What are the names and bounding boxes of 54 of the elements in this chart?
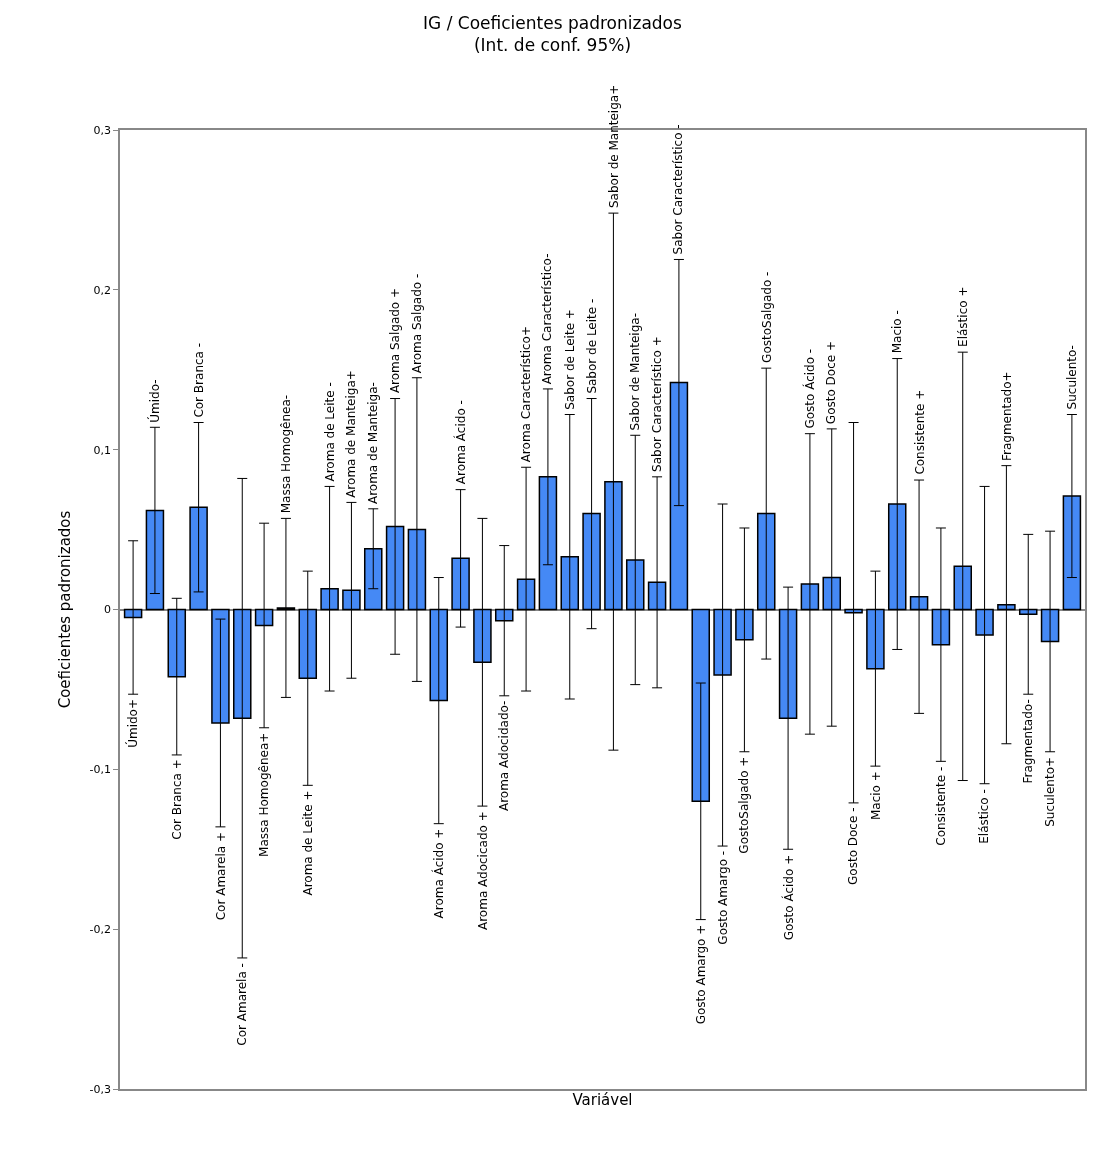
x-tick-label: Consistente - [934, 766, 949, 846]
x-tick-label: Gosto Amargo + [694, 924, 709, 1025]
x-tick-label: Aroma Ácido + [431, 828, 447, 919]
x-tick-label: GostoSalgado - [759, 271, 774, 363]
x-tick-label: Sabor de Leite + [562, 309, 577, 410]
x-tick-label: Úmido+ [125, 698, 141, 748]
x-tick-label: Aroma Adocidado- [497, 700, 512, 812]
x-tick-label: Aroma de Leite - [322, 382, 337, 482]
x-tick-label: Sabor Característico + [650, 336, 665, 472]
x-tick-label: Cor Amarela - [234, 963, 249, 1046]
x-tick-label: Massa Homogênea- [278, 394, 293, 514]
x-tick-label: Sabor de Leite - [584, 298, 599, 394]
x-tick-label: Aroma de Manteiga+ [344, 370, 359, 498]
x-tick-label: Suculento+ [1043, 756, 1058, 827]
y-tick-label: -0,1 [89, 763, 112, 777]
x-tick-label: Massa Homogênea+ [257, 732, 272, 857]
x-tick-label: Aroma de Manteiga- [366, 382, 381, 505]
x-tick-label: Fragmentado+ [999, 371, 1014, 462]
y-tick-label: -0,3 [89, 1082, 112, 1096]
x-tick-label: Úmido- [147, 379, 163, 423]
x-tick-label: Elástico + [955, 286, 970, 347]
y-tick-label: 0,1 [93, 443, 112, 457]
x-tick-label: Elástico - [977, 789, 992, 844]
x-tick-label: Aroma Adocicado + [475, 811, 490, 931]
x-tick-label: Aroma Característico- [540, 253, 555, 385]
x-tick-label: Sabor de Manteiga- [627, 313, 642, 431]
chart-title: IG / Coeficientes padronizados (Int. de conf. 95%) [423, 12, 683, 55]
x-tick-label: Gosto Doce - [846, 807, 861, 885]
x-tick-label: Consistente + [912, 389, 927, 475]
x-tick-label: Cor Branca - [191, 342, 206, 418]
x-tick-label: Aroma Salgado - [409, 273, 424, 374]
y-tick-label: 0,2 [93, 283, 112, 297]
x-tick-label: Gosto Ácido - [802, 348, 818, 429]
x-tick-label: Cor Amarela + [213, 831, 228, 921]
y-tick-label: -0,2 [89, 923, 112, 937]
x-axis-title: Variável [572, 1091, 633, 1110]
x-tick-label: Suculento- [1065, 345, 1080, 410]
x-tick-label: Macio - [890, 310, 905, 354]
x-tick-label: Gosto Doce + [824, 340, 839, 425]
x-tick-label: Aroma de Leite + [300, 790, 315, 896]
x-tick-label: Aroma Característico+ [518, 326, 533, 463]
y-tick-label: 0,3 [93, 123, 112, 137]
y-axis-title: Coeficientes padronizados [56, 510, 75, 709]
y-tick-label: 0 [104, 603, 112, 617]
x-tick-label: Gosto Ácido + [780, 854, 796, 941]
x-tick-label: Macio + [868, 771, 883, 821]
x-tick-label: Sabor de Manteiga+ [606, 84, 621, 209]
x-tick-label: GostoSalgado + [737, 756, 752, 854]
x-tick-label: Aroma Salgado + [388, 287, 403, 394]
x-tick-label: Aroma Ácido - [452, 400, 468, 485]
x-tick-label: Sabor Característico - [671, 124, 686, 255]
x-tick-label: Gosto Amargo - [715, 850, 730, 945]
x-tick-label: Fragmentado- [1021, 699, 1036, 784]
x-tick-label: Cor Branca + [169, 759, 184, 840]
